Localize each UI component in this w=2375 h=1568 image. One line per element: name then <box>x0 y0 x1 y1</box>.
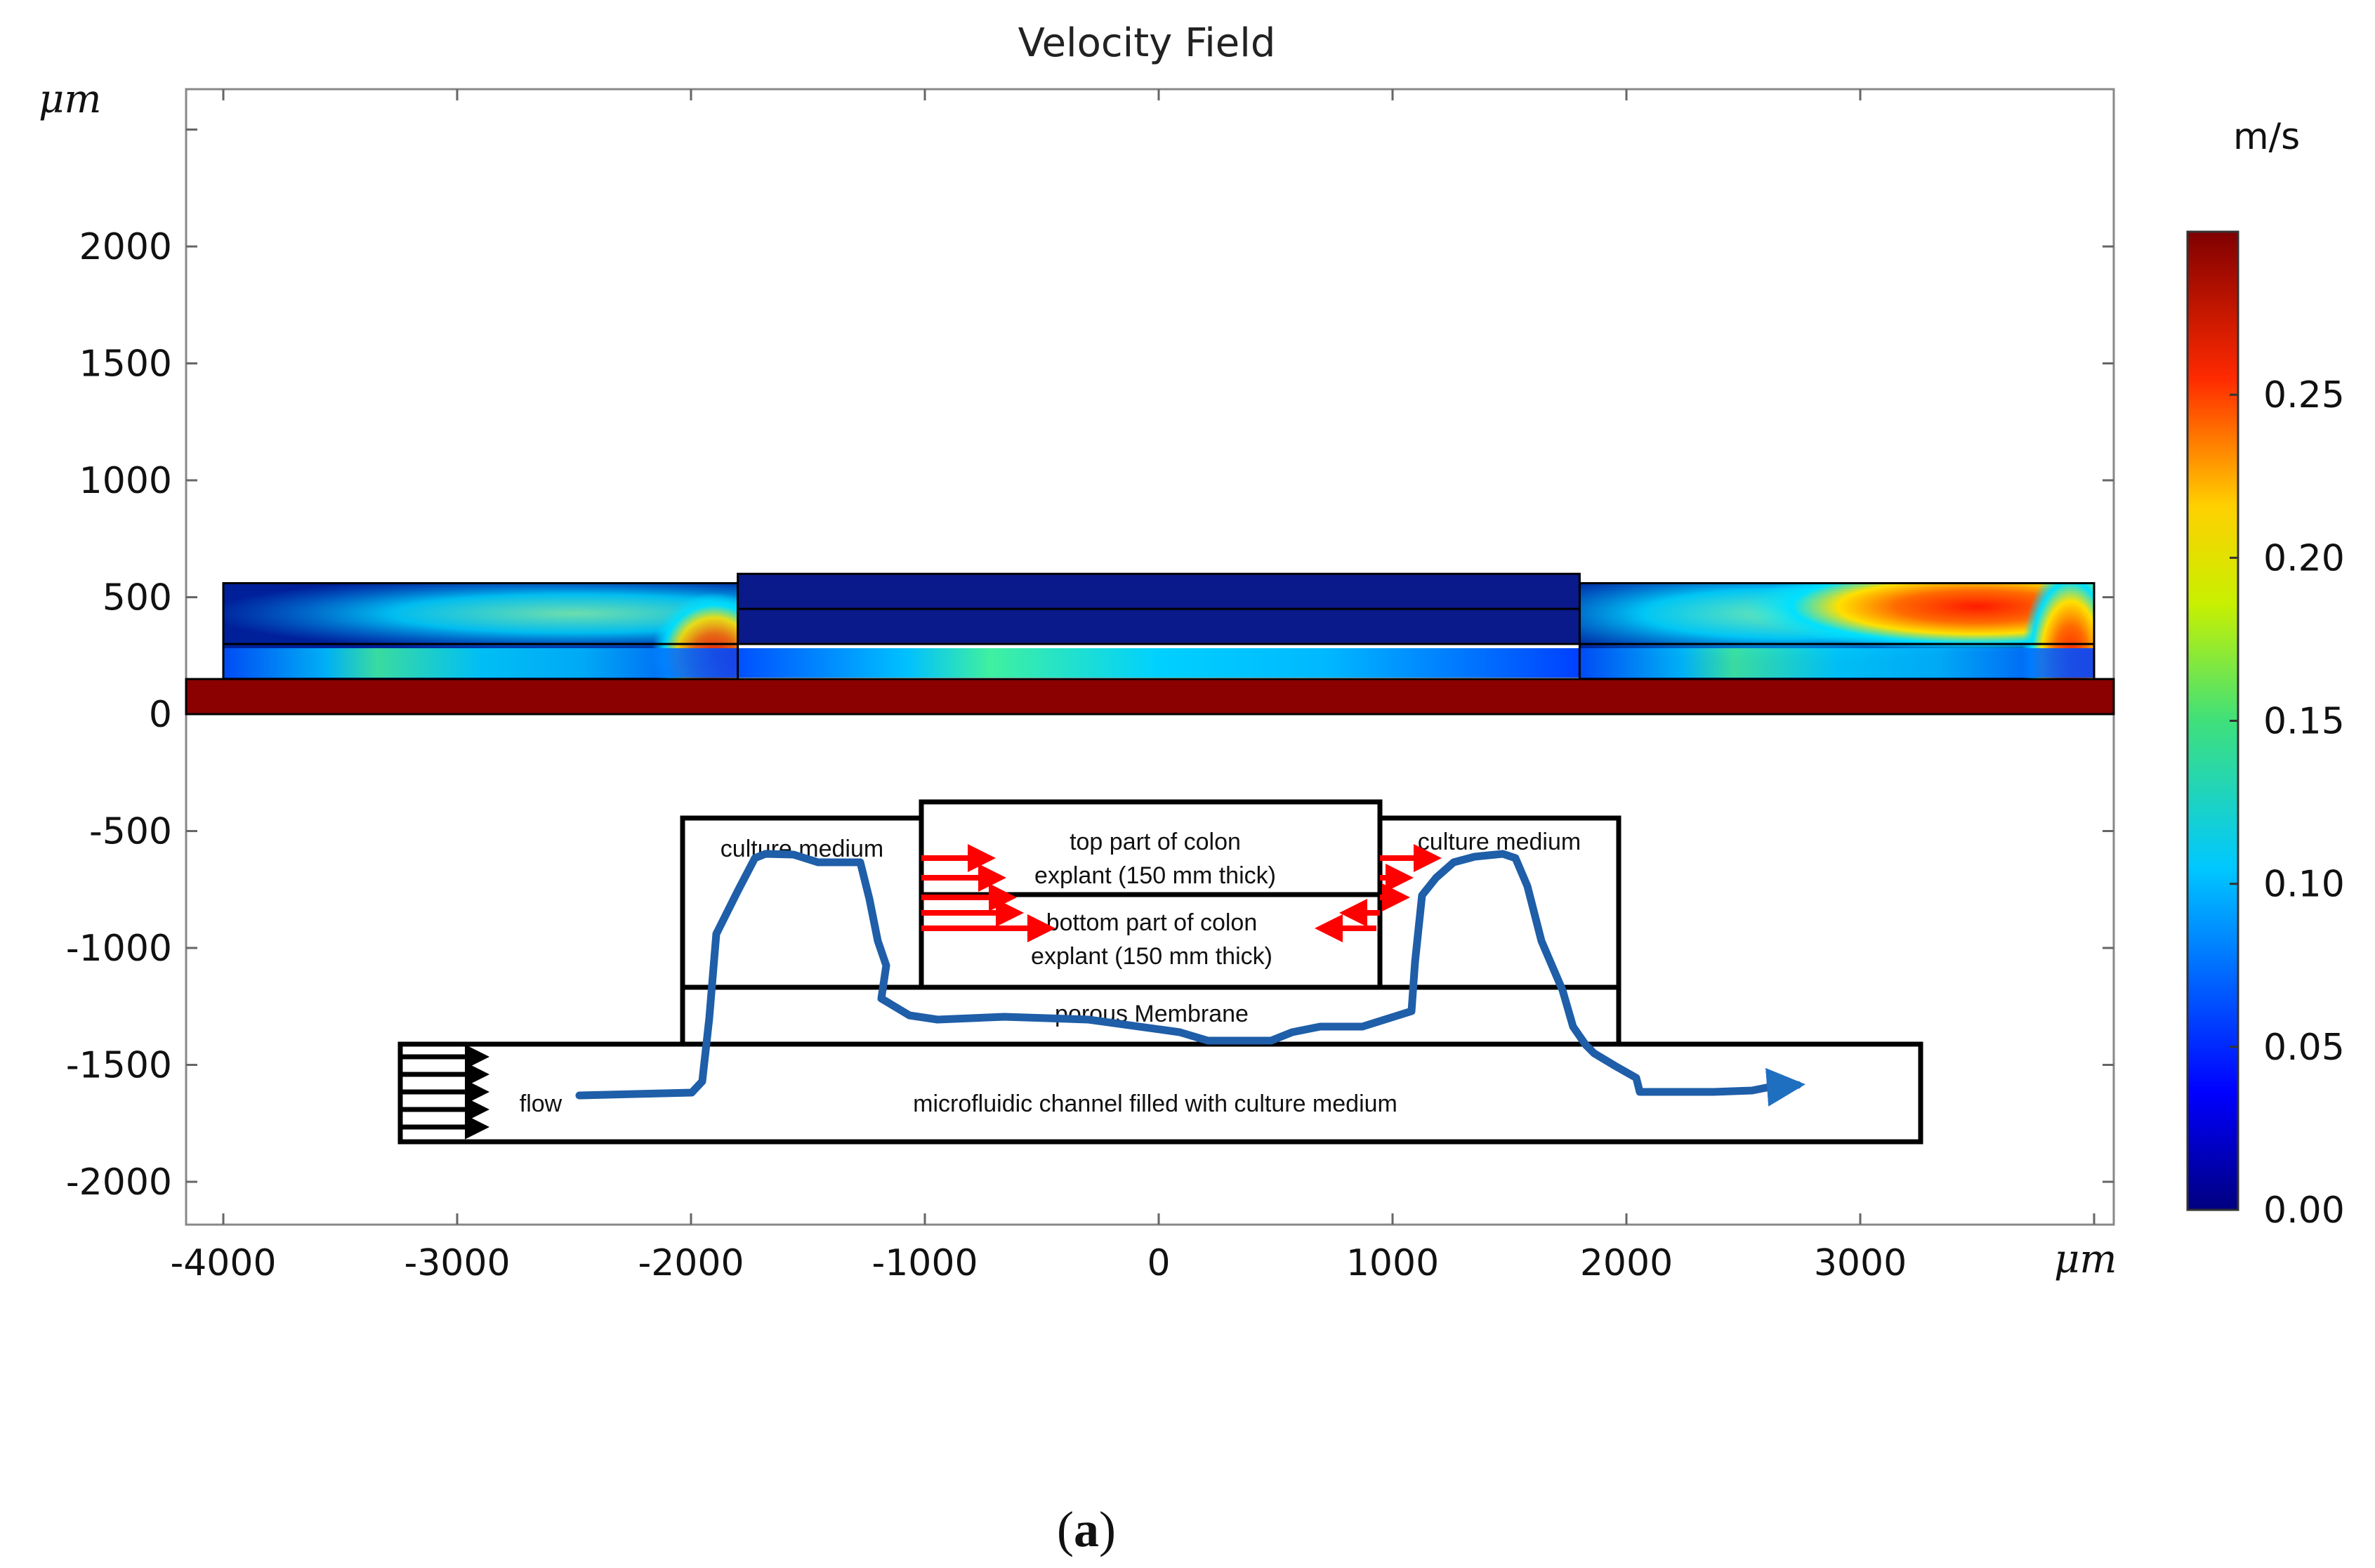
bottom-colon-box <box>919 892 1383 990</box>
membrane-box <box>680 984 1621 1047</box>
flow-label: flow <box>520 1091 562 1117</box>
bottom-high-velocity-band <box>185 678 2115 716</box>
colorbar-unit: m/s <box>2233 116 2300 158</box>
x-tick-label: 0 <box>1147 1242 1170 1284</box>
colorbar-tick-label: 0.10 <box>2263 864 2345 906</box>
y-tick-label: 1500 <box>79 343 172 386</box>
colorbar-tick-label: 0.20 <box>2263 537 2345 579</box>
center-channel-field <box>737 648 1580 678</box>
inlet-arrows <box>400 1044 489 1140</box>
velocity-domain <box>185 572 2115 716</box>
left-chamber-field <box>223 583 738 680</box>
top-colon-label-1: top part of colon <box>1070 829 1241 855</box>
colorbar-ticks: 0.25 0.20 0.15 0.10 0.05 0.00 <box>2230 374 2345 1232</box>
right-chamber-field <box>1579 583 2094 680</box>
tissue-flow-arrows <box>921 844 1442 942</box>
x-tick-label: -1000 <box>871 1242 978 1284</box>
membrane-label: porous Membrane <box>1055 1001 1249 1027</box>
x-tick-label: -3000 <box>404 1242 510 1284</box>
y-tick-label: 1000 <box>79 460 172 502</box>
flow-path <box>575 850 1805 1107</box>
chart-title: Velocity Field <box>1018 20 1276 66</box>
x-tick-label: -2000 <box>638 1242 744 1284</box>
x-tick-label: -4000 <box>170 1242 276 1284</box>
colorbar-tick-label: 0.00 <box>2263 1190 2345 1232</box>
y-tick-label: -500 <box>89 811 172 853</box>
colorbar-tick-label: 0.05 <box>2263 1027 2345 1069</box>
y-tick-label: 2000 <box>79 226 172 268</box>
top-colon-label-2: explant (150 mm thick) <box>1034 862 1276 889</box>
plot-frame <box>185 88 2115 1226</box>
y-tick-label: 0 <box>149 694 172 736</box>
colorbar-tick-label: 0.25 <box>2263 374 2345 416</box>
y-axis-unit: μm <box>39 77 102 122</box>
figure-caption: (a) <box>1057 1501 1116 1557</box>
x-axis-unit: μm <box>2054 1237 2117 1282</box>
bottom-colon-label-2: explant (150 mm thick) <box>1031 943 1272 970</box>
device-schematic: culture medium culture medium top part o… <box>397 799 1923 1145</box>
channel-label: microfluidic channel filled with culture… <box>913 1091 1397 1117</box>
x-tick-label: 2000 <box>1580 1242 1673 1284</box>
x-tick-label: 3000 <box>1814 1242 1907 1284</box>
y-axis-ticks: 2000 1500 1000 500 0 -500 -1000 -1500 -2000 <box>66 129 2114 1204</box>
y-tick-label: -1000 <box>66 928 172 970</box>
y-tick-label: -2000 <box>66 1161 172 1204</box>
x-tick-label: 1000 <box>1346 1242 1439 1284</box>
y-tick-label: -1500 <box>66 1045 172 1087</box>
bottom-colon-label-1: bottom part of colon <box>1046 909 1258 936</box>
x-axis-ticks: -4000 -3000 -2000 -1000 0 1000 2000 3000 <box>170 89 2096 1284</box>
colorbar-tick-label: 0.15 <box>2263 701 2345 743</box>
y-tick-label: 500 <box>103 577 172 619</box>
